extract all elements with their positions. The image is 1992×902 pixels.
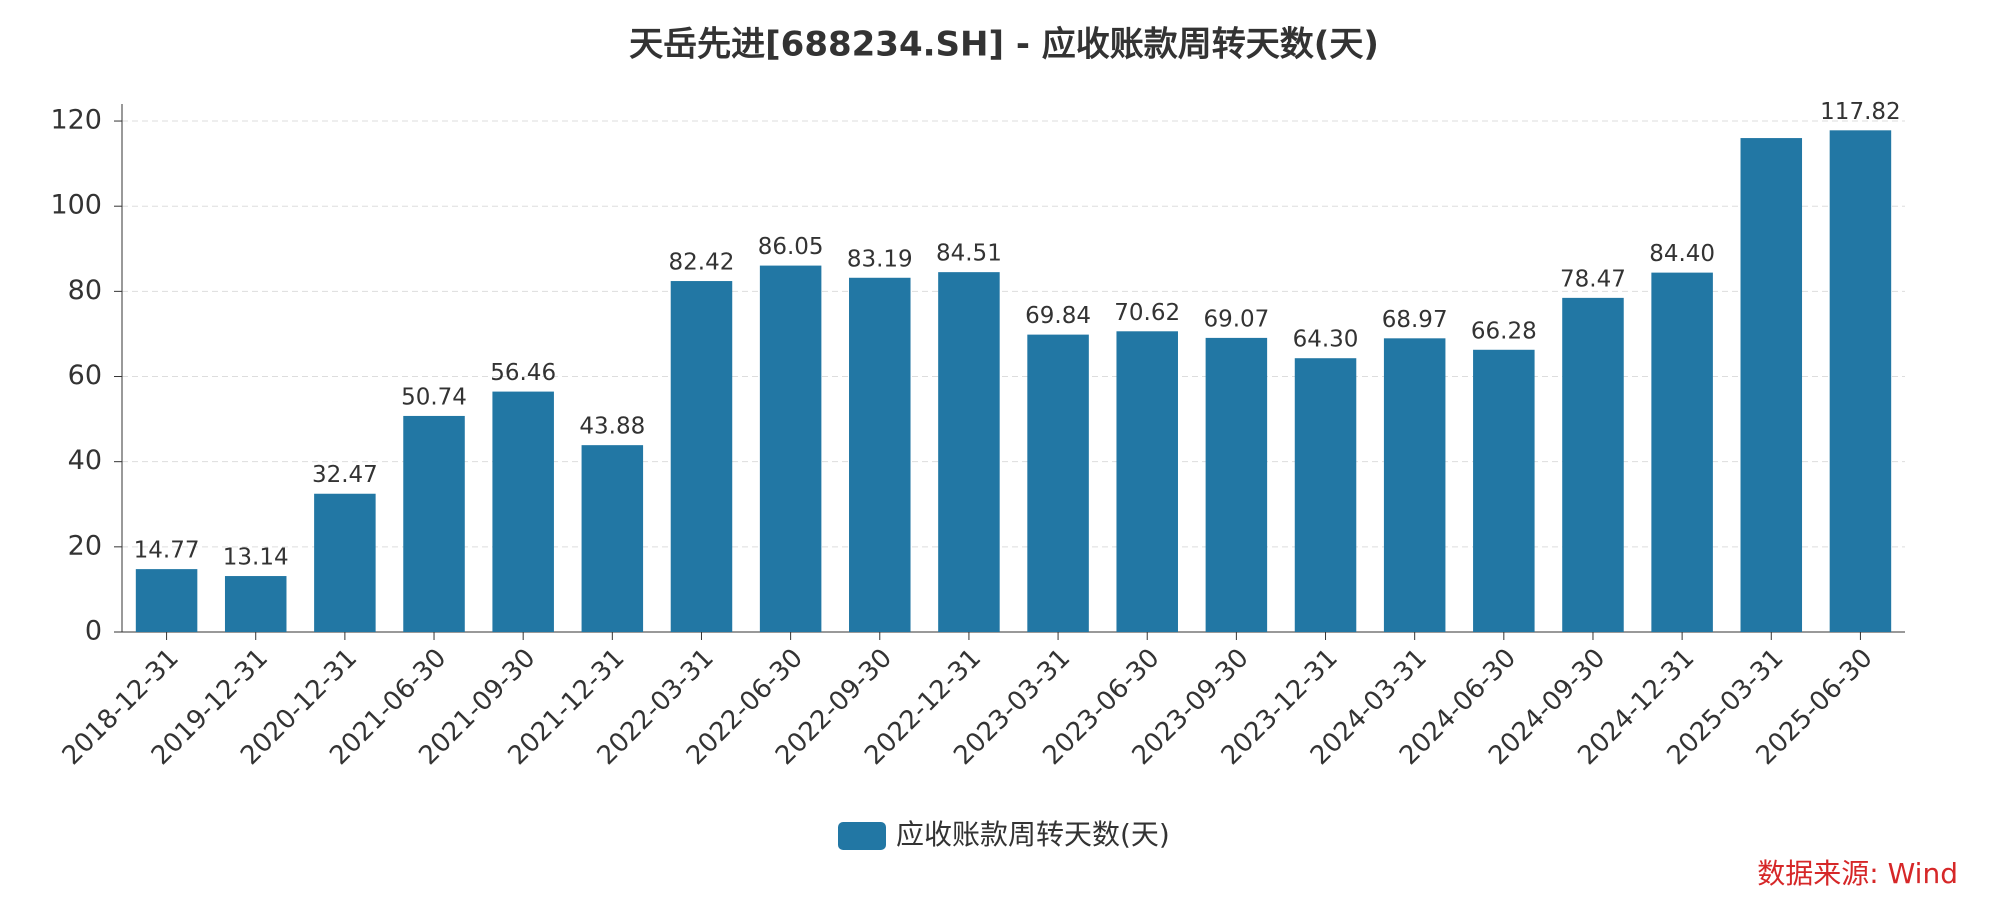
y-tick-label: 100 [50, 190, 102, 221]
y-tick-label: 20 [68, 530, 102, 561]
chart-title: 天岳先进[688234.SH] - 应收账款周转天数(天) [629, 25, 1379, 65]
data-label: 43.88 [579, 414, 645, 440]
data-label: 82.42 [669, 250, 735, 276]
data-label: 84.51 [936, 241, 1002, 267]
bar [492, 391, 554, 632]
legend-label: 应收账款周转天数(天) [896, 818, 1170, 851]
bar [1205, 337, 1268, 632]
bar [1473, 349, 1535, 632]
y-tick-label: 0 [85, 616, 102, 647]
bar [1294, 358, 1357, 632]
legend-swatch [838, 822, 886, 850]
data-label: 64.30 [1293, 327, 1359, 353]
data-label: 50.74 [401, 384, 467, 410]
source-note: 数据来源: Wind [1757, 857, 1958, 890]
data-label: 69.07 [1203, 306, 1269, 332]
data-label: 14.77 [134, 538, 200, 564]
data-label: 32.47 [312, 462, 378, 488]
data-label: 13.14 [223, 545, 289, 571]
data-label: 83.19 [847, 246, 913, 272]
bar [1116, 331, 1178, 632]
y-tick-label: 120 [50, 105, 102, 136]
bar [1740, 138, 1803, 632]
bar [314, 493, 376, 632]
bar [224, 576, 287, 632]
bar [670, 281, 733, 632]
bar [1562, 297, 1624, 632]
y-tick-label: 40 [68, 445, 102, 476]
bar [759, 265, 822, 632]
data-label: 56.46 [490, 360, 556, 386]
bar [938, 272, 1000, 632]
y-tick-label: 60 [68, 360, 102, 391]
data-label: 70.62 [1114, 300, 1180, 326]
data-label: 84.40 [1649, 241, 1715, 267]
data-label: 68.97 [1382, 307, 1448, 333]
bar [135, 569, 198, 632]
bar [849, 277, 911, 632]
data-label: 86.05 [758, 234, 824, 260]
data-label: 66.28 [1471, 318, 1537, 344]
data-label: 69.84 [1025, 303, 1091, 329]
bar [581, 445, 644, 632]
bar [1027, 334, 1089, 632]
bar [403, 415, 465, 632]
bar [1651, 272, 1713, 632]
data-label: 117.82 [1820, 99, 1900, 125]
data-label: 78.47 [1560, 266, 1626, 292]
bar [1829, 130, 1892, 633]
bar [1383, 338, 1446, 632]
y-tick-label: 80 [68, 275, 102, 306]
